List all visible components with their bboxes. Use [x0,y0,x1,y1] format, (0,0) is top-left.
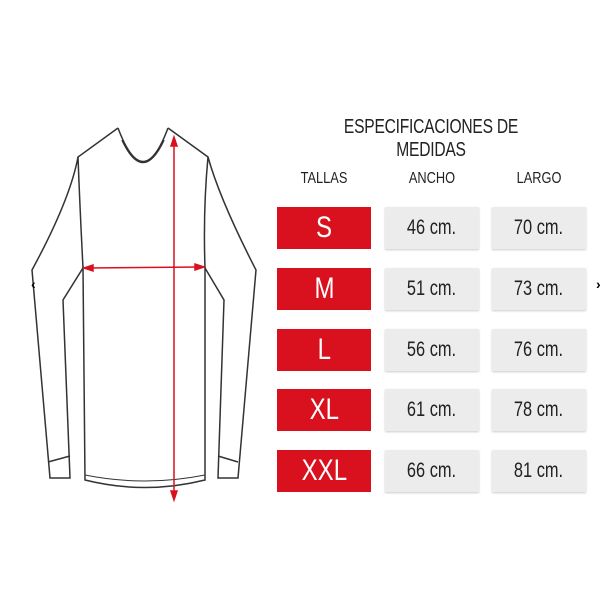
size-size-cell: XL [277,389,371,431]
cell-text: 81 cm. [514,459,564,482]
size-size-cell: XXL [277,450,371,492]
size-size-cell: M [277,268,371,310]
size-width-cell: 51 cm. [385,268,479,310]
carousel-prev-button[interactable]: ‹ [31,276,36,292]
cell-text: 76 cm. [514,338,564,361]
cell-text: XL [309,393,339,426]
size-size-cell: S [277,207,371,249]
chart-title: ESPECIFICACIONES DE MEDIDAS [343,116,519,161]
header-ancho: ANCHO [408,170,456,187]
cell-text: 46 cm. [407,216,457,239]
size-length-cell: 78 cm. [492,389,586,431]
header-largo: LARGO [516,170,562,187]
header-tallas: TALLAS [300,170,348,187]
size-size-cell: L [277,329,371,371]
size-length-cell: 76 cm. [492,329,586,371]
size-width-cell: 46 cm. [385,207,479,249]
shirt-diagram [31,127,257,503]
width-arrow [87,266,201,269]
size-width-cell: 61 cm. [385,389,479,431]
cell-text: L [317,333,331,366]
size-width-cell: 66 cm. [385,450,479,492]
size-length-cell: 70 cm. [492,207,586,249]
size-length-cell: 81 cm. [492,450,586,492]
size-length-cell: 73 cm. [492,268,586,310]
cell-text: 66 cm. [407,459,457,482]
cell-text: XXL [301,454,347,487]
shirt-outline [31,127,257,489]
carousel-next-button[interactable]: › [596,276,601,292]
cell-text: M [314,272,334,305]
cell-text: 73 cm. [514,277,564,300]
cell-text: 56 cm. [407,338,457,361]
measure-arrows [81,134,207,503]
cell-text: S [315,211,332,244]
cell-text: 70 cm. [514,216,564,239]
cell-text: 78 cm. [514,398,564,421]
cell-text: 51 cm. [407,277,457,300]
size-width-cell: 56 cm. [385,329,479,371]
cell-text: 61 cm. [407,398,457,421]
